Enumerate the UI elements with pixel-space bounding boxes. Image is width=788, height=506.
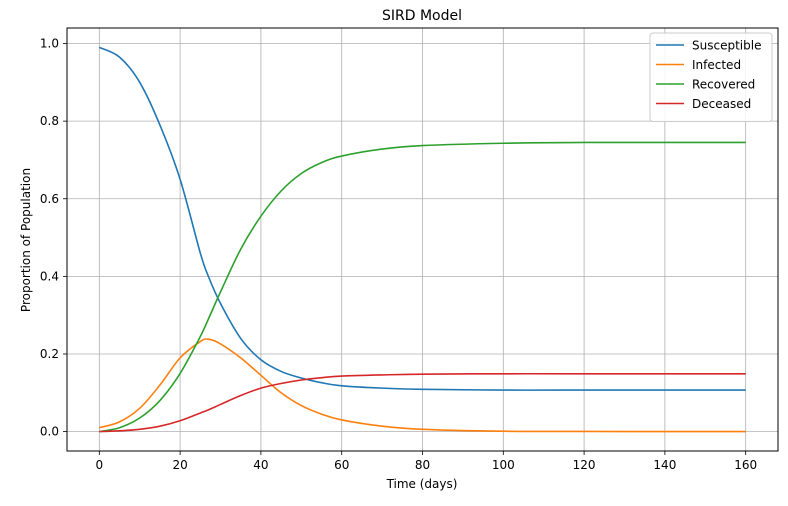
x-tick-label: 80 <box>415 458 430 472</box>
legend-box <box>649 32 773 122</box>
y-tick-label: 0.0 <box>40 425 59 439</box>
y-tick-label: 0.2 <box>40 347 59 361</box>
x-tick-label: 0 <box>95 458 103 472</box>
x-tick-label: 120 <box>573 458 596 472</box>
x-tick-label: 40 <box>253 458 268 472</box>
legend-label-infected: Infected <box>692 58 741 72</box>
y-tick-label: 0.4 <box>40 269 59 283</box>
x-axis-label: Time (days) <box>386 477 458 491</box>
series-line-deceased <box>99 372 746 433</box>
series-line-susceptible <box>98 46 746 391</box>
y-tick-label: 1.0 <box>40 37 59 51</box>
series-lines <box>98 46 746 433</box>
chart-title: SIRD Model <box>382 8 462 24</box>
legend-label-recovered: Recovered <box>692 78 755 92</box>
legend-label-susceptible: Susceptible <box>692 39 761 53</box>
y-axis-ticks: 0.0 0.2 0.4 0.6 0.8 1.0 <box>40 37 67 439</box>
y-axis-label: Proportion of Population <box>19 168 33 312</box>
legend: Susceptible Infected Recovered Deceased <box>649 32 773 122</box>
series-line-infected <box>99 338 746 433</box>
x-tick-label: 140 <box>653 458 676 472</box>
x-tick-label: 20 <box>172 458 187 472</box>
x-tick-label: 160 <box>734 458 757 472</box>
series-line-recovered <box>99 141 746 433</box>
x-tick-label: 60 <box>334 458 349 472</box>
y-tick-label: 0.6 <box>40 192 59 206</box>
x-axis-ticks: 0 20 40 60 80 100 120 140 160 <box>95 451 757 472</box>
legend-label-deceased: Deceased <box>692 97 751 111</box>
y-tick-label: 0.8 <box>40 114 59 128</box>
x-tick-label: 100 <box>492 458 515 472</box>
